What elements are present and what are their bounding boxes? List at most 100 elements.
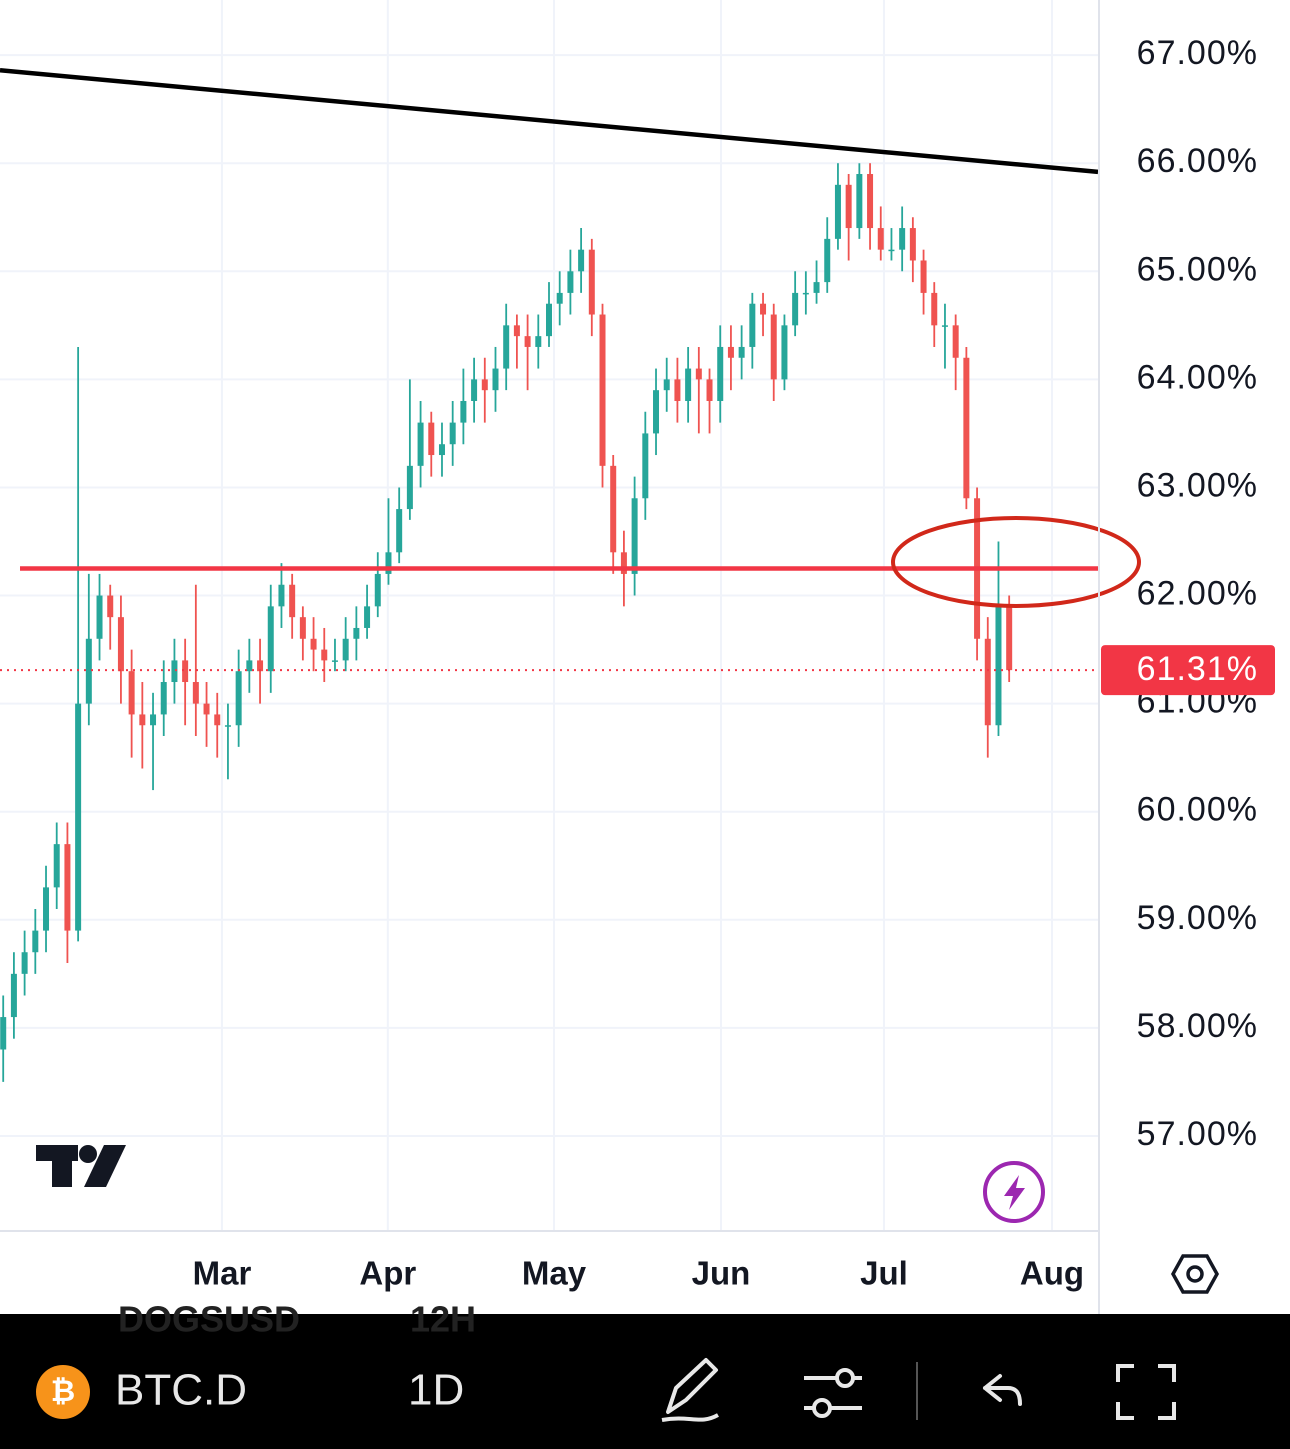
y-tick-label: 65.00% — [1137, 250, 1258, 288]
candle-body — [96, 595, 103, 639]
toolbar — [0, 1314, 1290, 1449]
candle-body — [342, 638, 349, 661]
y-tick-label: 57.00% — [1137, 1115, 1258, 1153]
candle-body — [599, 314, 606, 466]
candle-body — [685, 368, 692, 401]
x-tick-label: Apr — [359, 1255, 416, 1292]
tv-logo — [36, 1145, 126, 1187]
candle-body — [535, 336, 542, 347]
candle-body — [631, 498, 638, 574]
candle-body — [32, 930, 39, 953]
candle-body — [75, 703, 82, 931]
candle-body — [738, 346, 745, 358]
y-tick-label: 60.00% — [1137, 791, 1258, 829]
candle-body — [492, 368, 499, 391]
candle-body — [257, 660, 264, 672]
candle-body — [674, 379, 681, 401]
x-tick-label: Mar — [193, 1255, 252, 1292]
candle-body — [53, 844, 60, 888]
candle-body — [182, 660, 189, 683]
candle-body — [224, 725, 231, 727]
candle-body — [139, 714, 146, 726]
candle-body — [834, 184, 841, 239]
candle-body — [481, 379, 488, 391]
candle-body — [107, 595, 114, 618]
candle-body — [717, 346, 724, 401]
candle-body — [150, 714, 157, 726]
candle-body — [706, 379, 713, 401]
svg-text:₿: ₿ — [51, 1375, 75, 1408]
y-tick-label: 67.00% — [1137, 34, 1258, 72]
candle-body — [471, 379, 478, 401]
indicators-button[interactable] — [804, 1368, 862, 1418]
candle-body — [995, 606, 1002, 726]
candle-body — [792, 292, 799, 326]
interval[interactable]: 1D — [408, 1366, 464, 1415]
draw-button[interactable] — [661, 1358, 719, 1422]
grid — [0, 0, 1098, 1230]
fullscreen-button[interactable] — [1116, 1364, 1176, 1420]
candle-body — [353, 627, 360, 639]
candle-body — [449, 422, 456, 445]
candle-body — [877, 228, 884, 250]
candle-body — [802, 292, 809, 295]
symbol[interactable]: BTC.D — [115, 1366, 247, 1415]
y-tick-label: 64.00% — [1137, 358, 1258, 396]
candle-body — [64, 844, 71, 931]
candle-body — [610, 465, 617, 553]
candle-body — [310, 638, 317, 650]
highlight-ellipse — [891, 516, 1141, 608]
candle-body — [385, 552, 392, 574]
price-axis: 57.00%58.00%59.00%60.00%61.00%62.00%63.0… — [1101, 34, 1275, 1153]
candle-body — [214, 714, 221, 726]
trendline — [0, 68, 1099, 175]
candle-body — [406, 465, 413, 510]
candle-body — [578, 249, 585, 272]
candle-body — [321, 649, 328, 661]
candle-body — [299, 617, 306, 639]
candle-body — [909, 228, 916, 261]
candle-body — [727, 346, 734, 358]
candle-body — [203, 703, 210, 715]
candle-body — [941, 325, 948, 327]
candle-body — [749, 303, 756, 347]
candle-body — [289, 584, 296, 618]
candle-body — [278, 584, 285, 607]
candle-body — [160, 682, 167, 715]
candle-body — [331, 660, 338, 662]
y-tick-label: 59.00% — [1137, 899, 1258, 937]
candle-body — [503, 325, 510, 369]
candle-body — [813, 282, 820, 293]
candle-body — [556, 292, 563, 304]
x-tick-label: Jun — [692, 1255, 751, 1292]
btc-icon: ₿ — [36, 1365, 90, 1419]
candle-body — [546, 303, 552, 337]
candle-body — [663, 379, 670, 391]
candle-body — [524, 336, 531, 347]
candle-body — [171, 660, 178, 683]
candle-body — [588, 249, 595, 315]
candle-body — [438, 444, 445, 456]
candle-body — [856, 174, 863, 229]
candle-body — [867, 174, 874, 229]
lightning-button[interactable] — [983, 1161, 1045, 1223]
candle-body — [931, 292, 938, 326]
x-tick-label: Aug — [1020, 1255, 1084, 1292]
last-price-badge — [1101, 645, 1275, 696]
undo-button[interactable] — [983, 1374, 1022, 1406]
candle-body — [984, 638, 991, 726]
candle-body — [845, 184, 852, 229]
candle-body — [43, 887, 50, 931]
candle-body — [128, 671, 135, 715]
x-tick-label: Jul — [860, 1255, 908, 1292]
candle-body — [920, 260, 927, 293]
candle-body — [117, 617, 124, 672]
settings-button[interactable] — [1170, 1254, 1220, 1294]
candle-body — [364, 606, 371, 628]
candle-body — [246, 660, 253, 672]
candle-body — [0, 1017, 7, 1050]
candle-body — [10, 973, 17, 1018]
y-tick-label: 58.00% — [1137, 1007, 1258, 1045]
